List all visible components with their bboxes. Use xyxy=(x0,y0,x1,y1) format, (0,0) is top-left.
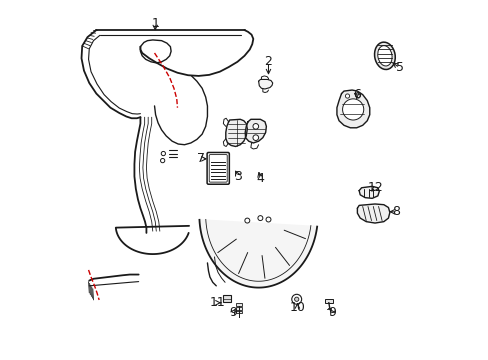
Ellipse shape xyxy=(374,42,394,69)
Text: 6: 6 xyxy=(352,88,360,101)
Text: 5: 5 xyxy=(395,61,403,74)
Bar xyxy=(223,295,231,302)
Text: 12: 12 xyxy=(367,181,383,194)
Ellipse shape xyxy=(377,46,391,66)
Polygon shape xyxy=(336,90,369,128)
Text: 10: 10 xyxy=(289,301,305,314)
Text: 11: 11 xyxy=(210,296,225,309)
Polygon shape xyxy=(357,204,389,223)
Polygon shape xyxy=(358,186,379,198)
Text: 7: 7 xyxy=(197,152,205,165)
Text: 9: 9 xyxy=(327,306,335,319)
Text: 3: 3 xyxy=(234,170,242,183)
Bar xyxy=(235,311,242,313)
Polygon shape xyxy=(199,220,317,288)
Text: 4: 4 xyxy=(256,172,264,185)
Circle shape xyxy=(294,297,298,301)
Polygon shape xyxy=(225,119,247,147)
Bar xyxy=(235,303,242,306)
Circle shape xyxy=(257,216,263,221)
Circle shape xyxy=(252,135,258,140)
Polygon shape xyxy=(258,80,272,89)
Text: 2: 2 xyxy=(264,55,272,68)
Circle shape xyxy=(244,218,249,223)
Text: 9: 9 xyxy=(229,306,237,319)
Circle shape xyxy=(355,94,360,98)
Bar xyxy=(235,307,242,310)
Circle shape xyxy=(342,99,363,120)
Polygon shape xyxy=(244,119,266,143)
Circle shape xyxy=(291,294,301,304)
Text: 1: 1 xyxy=(151,17,159,30)
Circle shape xyxy=(345,94,349,98)
Circle shape xyxy=(252,123,258,129)
Text: 8: 8 xyxy=(391,205,399,218)
Bar xyxy=(324,298,332,303)
Circle shape xyxy=(265,217,270,222)
FancyBboxPatch shape xyxy=(207,153,229,184)
